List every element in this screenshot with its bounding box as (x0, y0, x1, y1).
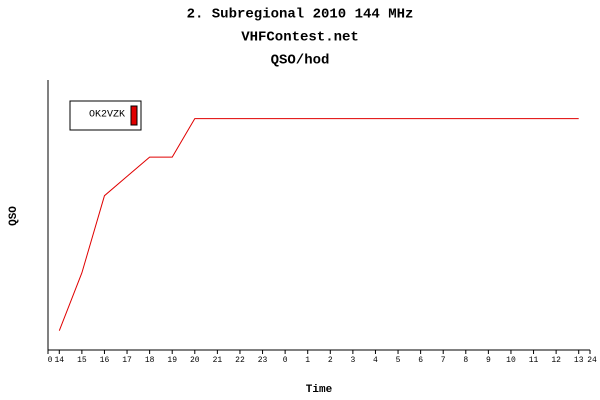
x-tick-label: 0 (48, 356, 53, 365)
x-tick-label: 1 (305, 356, 310, 365)
x-tick-label: 18 (145, 356, 155, 365)
x-tick-label: 6 (418, 356, 423, 365)
x-axis-label: Time (306, 384, 333, 396)
x-tick-label: 2 (328, 356, 333, 365)
legend-label: OK2VZK (89, 110, 125, 121)
x-tick-label: 3 (350, 356, 355, 365)
x-tick-label: 0 (283, 356, 288, 365)
x-tick-label: 9 (486, 356, 491, 365)
x-tick-label: 13 (574, 356, 584, 365)
x-tick-label: 21 (213, 356, 223, 365)
x-tick-label: 7 (441, 356, 446, 365)
x-tick-label: 8 (463, 356, 468, 365)
chart-title: 2. Subregional 2010 144 MHz (187, 7, 414, 23)
x-tick-label: 23 (258, 356, 268, 365)
y-axis-label: QSO (8, 206, 20, 226)
x-tick-label: 10 (506, 356, 516, 365)
x-tick-label: 19 (167, 356, 177, 365)
x-tick-label: 20 (190, 356, 200, 365)
x-tick-label: 22 (235, 356, 245, 365)
x-tick-label: 14 (54, 356, 64, 365)
legend-box (69, 100, 142, 131)
series-line (58, 118, 579, 331)
chart-label: QSO/hod (271, 53, 330, 69)
x-tick-label: 11 (529, 356, 539, 365)
x-tick-label: 16 (100, 356, 110, 365)
x-tick-label: 12 (551, 356, 561, 365)
x-tick-label: 17 (122, 356, 132, 365)
chart-subtitle: VHFContest.net (241, 30, 359, 46)
x-tick-label: 5 (396, 356, 401, 365)
x-tick-label: 4 (373, 356, 378, 365)
x-tick-label: 15 (77, 356, 87, 365)
legend-swatch (130, 105, 138, 126)
x-tick-label: 24 (587, 356, 597, 365)
